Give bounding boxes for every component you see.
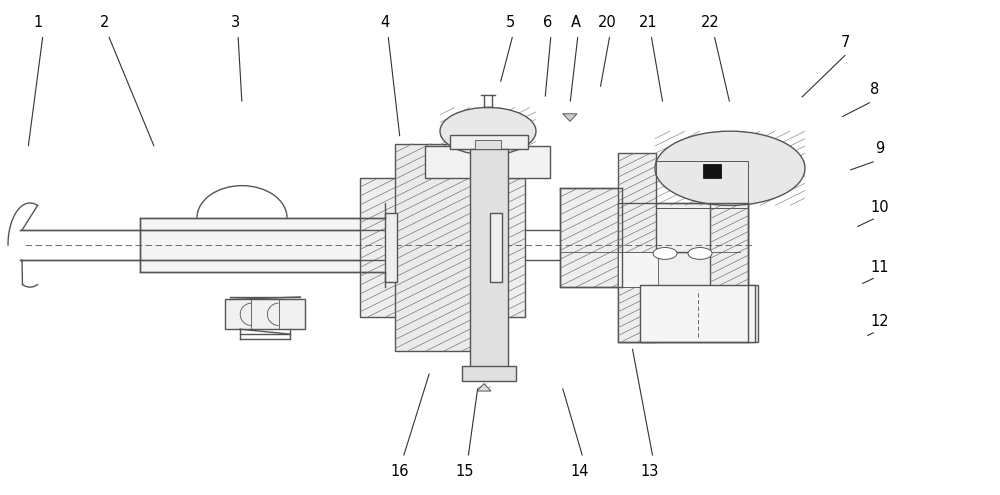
- Text: 10: 10: [871, 200, 889, 215]
- Text: 3: 3: [230, 15, 240, 30]
- Text: 7: 7: [840, 35, 850, 50]
- Bar: [485, 178, 525, 317]
- Text: 22: 22: [701, 15, 719, 30]
- Bar: [360, 178, 400, 317]
- Bar: [395, 144, 490, 351]
- Text: 4: 4: [380, 15, 390, 30]
- Text: 11: 11: [871, 260, 889, 275]
- Bar: [385, 213, 397, 282]
- Text: 1: 1: [33, 15, 43, 30]
- Bar: [618, 252, 748, 342]
- Bar: [225, 299, 305, 329]
- Text: 14: 14: [571, 464, 589, 479]
- Text: 12: 12: [871, 314, 889, 329]
- Bar: [425, 146, 550, 178]
- Text: A: A: [571, 15, 581, 30]
- Circle shape: [655, 131, 805, 205]
- Bar: [618, 203, 748, 252]
- Text: 13: 13: [641, 464, 659, 479]
- Circle shape: [440, 107, 536, 155]
- Bar: [618, 153, 656, 342]
- Text: 2: 2: [100, 15, 110, 30]
- Bar: [560, 188, 622, 287]
- Polygon shape: [477, 384, 491, 391]
- Text: 5: 5: [505, 15, 515, 30]
- Bar: [140, 218, 385, 272]
- Text: 15: 15: [456, 464, 474, 479]
- Polygon shape: [563, 114, 577, 121]
- Text: 16: 16: [391, 464, 409, 479]
- Bar: [450, 135, 528, 148]
- Bar: [703, 164, 721, 178]
- Bar: [462, 366, 516, 381]
- Circle shape: [688, 248, 712, 259]
- Bar: [710, 203, 748, 287]
- Bar: [490, 213, 502, 282]
- Text: 8: 8: [870, 82, 880, 97]
- Text: 9: 9: [875, 141, 885, 156]
- Text: 21: 21: [639, 15, 657, 30]
- Bar: [470, 148, 508, 371]
- Bar: [640, 285, 755, 342]
- Bar: [748, 285, 758, 342]
- Circle shape: [653, 248, 677, 259]
- Bar: [618, 252, 658, 287]
- Text: 20: 20: [598, 15, 616, 30]
- Text: 6: 6: [543, 15, 553, 30]
- Bar: [475, 140, 501, 148]
- Bar: [656, 161, 748, 208]
